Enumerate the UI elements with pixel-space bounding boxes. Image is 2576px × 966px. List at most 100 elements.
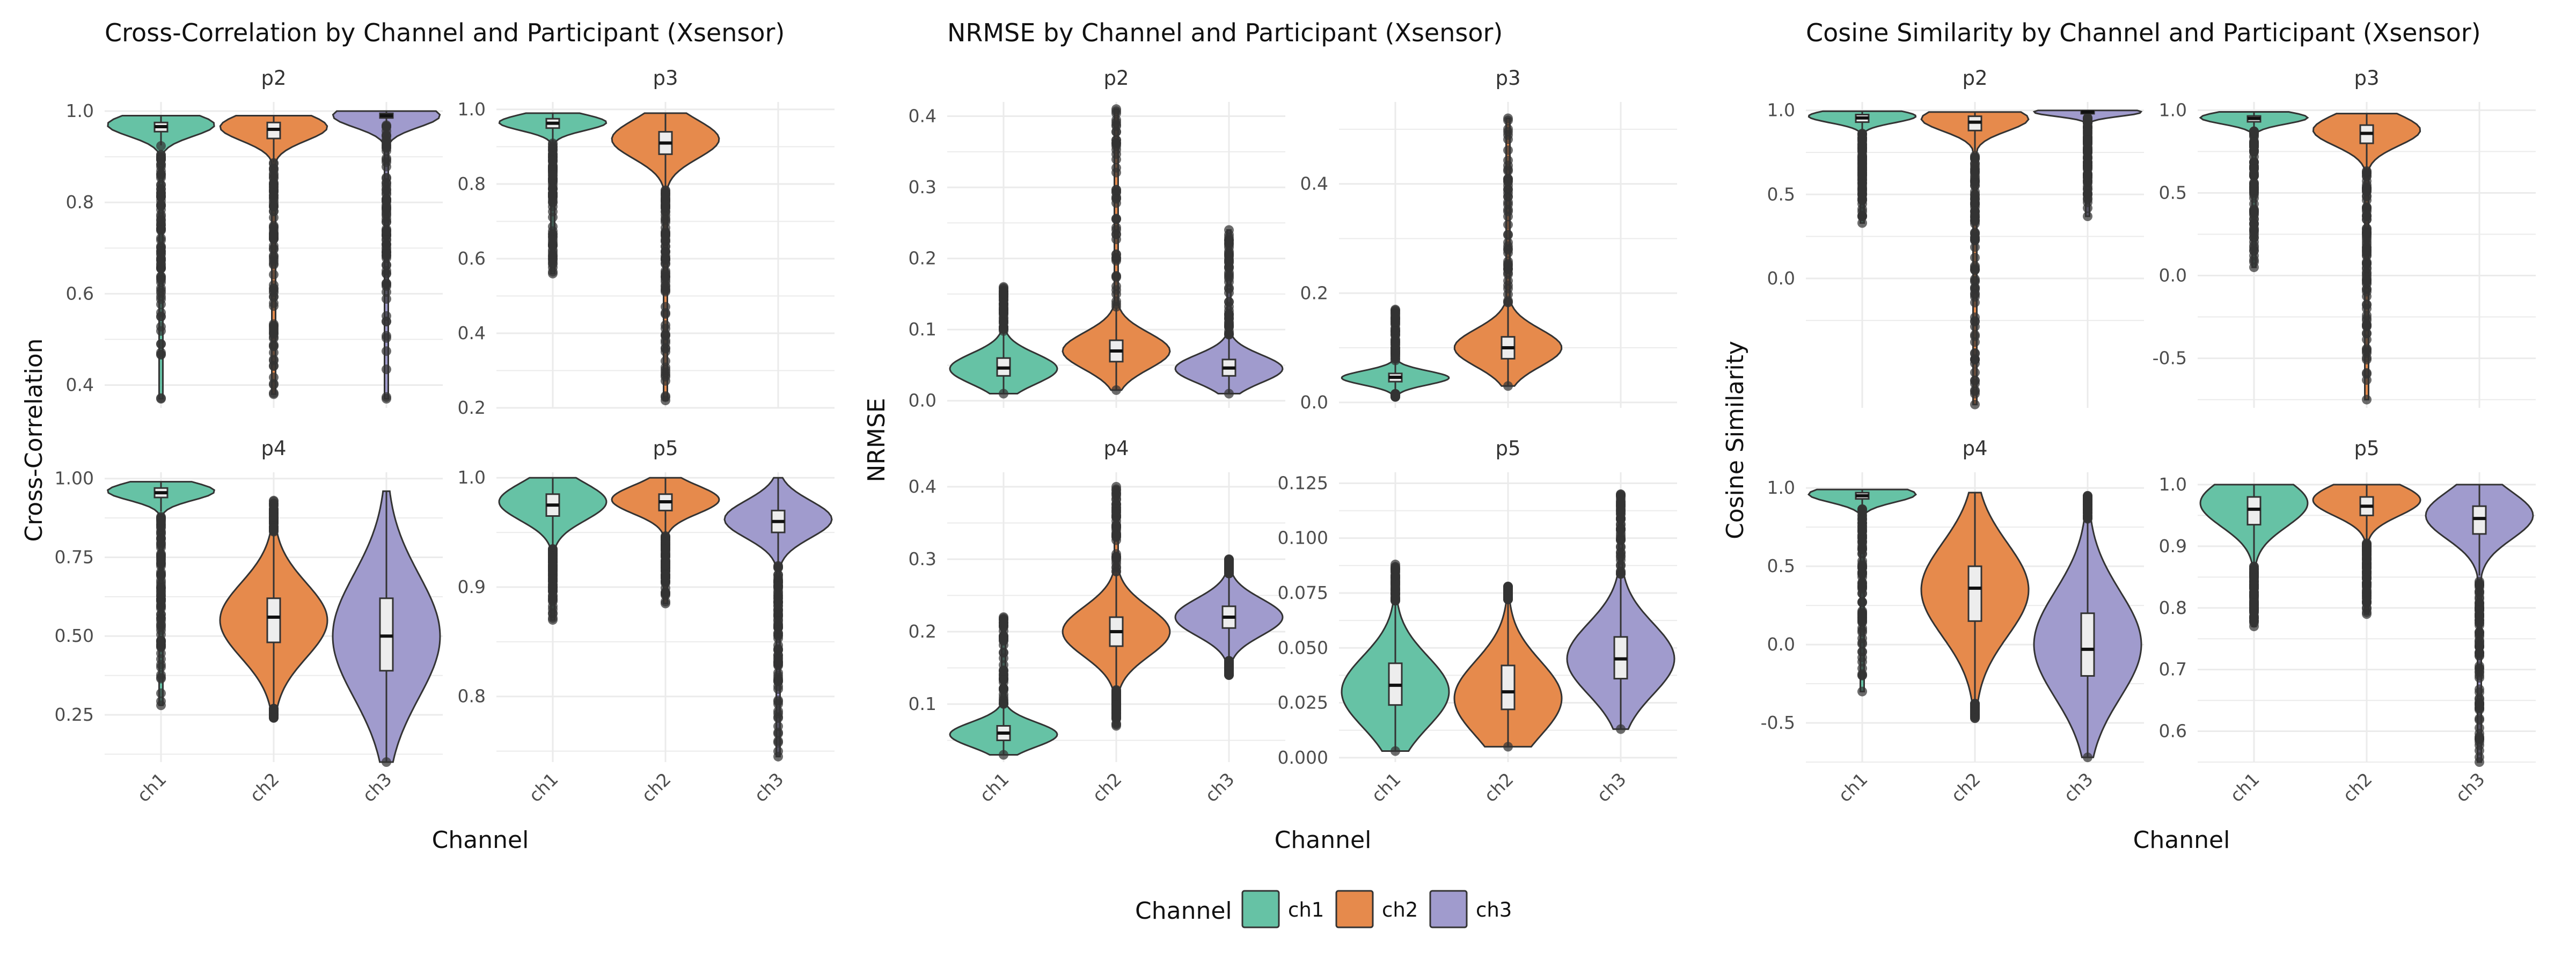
outlier-point: [2083, 211, 2092, 221]
x-tick-label: ch1: [525, 769, 562, 806]
outlier-point: [1616, 498, 1626, 508]
x-tick-label: ch2: [638, 769, 675, 806]
violin-p2-ch2: [219, 115, 328, 399]
outlier-point: [1111, 214, 1121, 224]
y-tick-label: 0.075: [1278, 582, 1328, 603]
y-tick-label: 0.6: [458, 248, 486, 269]
outlier-point: [156, 225, 166, 236]
outlier-point: [156, 311, 166, 321]
outlier-point: [382, 247, 391, 258]
outlier-point: [1616, 547, 1626, 558]
outlier-point: [1111, 163, 1121, 173]
panel-p3: p3 -0.5 0.0 0.5 1.0: [2153, 67, 2536, 408]
legend-label-ch1: ch1: [1288, 898, 1324, 921]
outlier-point: [2362, 597, 2372, 607]
outlier-point: [661, 590, 670, 600]
outlier-point: [548, 268, 558, 279]
violin-p2-ch2: [1062, 104, 1171, 395]
outlier-point: [1111, 507, 1121, 517]
outlier-point: [1616, 569, 1626, 579]
outlier-point: [1970, 376, 1980, 386]
outlier-point: [1970, 317, 1980, 327]
outlier-point: [1857, 218, 1867, 228]
outlier-point: [1970, 331, 1980, 341]
outlier-point: [1111, 235, 1121, 244]
outlier-point: [156, 339, 166, 349]
outlier-point: [1111, 721, 1121, 731]
outlier-point: [269, 379, 279, 389]
panel-strip-label: p5: [1495, 437, 1520, 460]
outlier-point: [1857, 159, 1867, 170]
legend-swatch-ch3: [1429, 890, 1468, 928]
outlier-point: [999, 634, 1008, 644]
y-tick-label: 0.7: [2159, 659, 2187, 680]
violin-p5-ch2: [611, 477, 720, 609]
y-tick-label: -0.5: [2153, 348, 2187, 369]
outlier-point: [999, 665, 1008, 676]
outlier-point: [2083, 507, 2092, 517]
outlier-point: [999, 612, 1008, 622]
outlier-point: [2083, 491, 2092, 501]
outlier-point: [1111, 138, 1121, 148]
outlier-point: [1391, 313, 1400, 324]
outlier-point: [269, 159, 279, 169]
outlier-point: [2475, 715, 2484, 725]
outlier-point: [382, 155, 391, 165]
outlier-point: [1616, 560, 1626, 570]
outlier-point: [1857, 612, 1867, 623]
outlier-point: [1224, 258, 1234, 268]
outlier-point: [2249, 262, 2259, 273]
outlier-point: [1970, 162, 1980, 172]
outlier-point: [382, 394, 391, 404]
outlier-point: [661, 598, 670, 609]
panel-strip-label: p3: [653, 67, 678, 90]
outlier-point: [156, 263, 166, 273]
outlier-point: [156, 349, 166, 360]
outlier-point: [269, 361, 279, 371]
outlier-point: [1111, 253, 1121, 263]
y-tick-label: 0.8: [458, 686, 486, 707]
violin-p2-ch1: [949, 282, 1058, 399]
outlier-point: [1503, 229, 1513, 239]
outlier-point: [999, 699, 1008, 709]
outlier-point: [2362, 195, 2372, 206]
outlier-point: [773, 591, 783, 601]
outlier-point: [1224, 297, 1234, 307]
outlier-point: [2083, 153, 2092, 164]
outlier-point: [269, 511, 279, 522]
outlier-point: [1857, 686, 1867, 697]
outlier-point: [156, 571, 166, 581]
outlier-point: [2249, 171, 2259, 181]
outlier-point: [1224, 322, 1234, 332]
panel-strip-label: p4: [1962, 437, 1987, 460]
outlier-point: [1857, 639, 1867, 649]
outlier-point: [1503, 160, 1513, 171]
outlier-point: [1224, 283, 1234, 293]
outlier-point: [1391, 582, 1400, 591]
x-axis-label: Channel: [1275, 826, 1372, 854]
outlier-point: [2083, 119, 2092, 129]
legend-title: Channel: [1135, 897, 1232, 925]
outlier-point: [269, 504, 279, 515]
outlier-point: [382, 333, 391, 343]
outlier-point: [661, 308, 670, 318]
outlier-point: [661, 396, 670, 406]
outlier-point: [382, 178, 391, 188]
outlier-point: [661, 230, 670, 240]
outlier-point: [661, 570, 670, 580]
outlier-point: [661, 544, 670, 554]
outlier-point: [2362, 345, 2372, 355]
outlier-point: [1111, 289, 1121, 299]
outlier-point: [156, 235, 166, 245]
outlier-point: [1970, 713, 1980, 723]
outlier-point: [269, 233, 279, 244]
outlier-point: [2362, 394, 2372, 405]
violin-p4-ch3: [332, 490, 441, 767]
panel-p2: p2 0.4 0.6 0.8 1.0: [66, 67, 443, 408]
box-iqr: [1501, 664, 1516, 711]
outlier-point: [773, 721, 783, 731]
outlier-point: [999, 626, 1008, 636]
violin-p4-ch1: [1807, 488, 1917, 697]
outlier-point: [773, 616, 783, 626]
legend-label-ch3: ch3: [1476, 898, 1512, 921]
